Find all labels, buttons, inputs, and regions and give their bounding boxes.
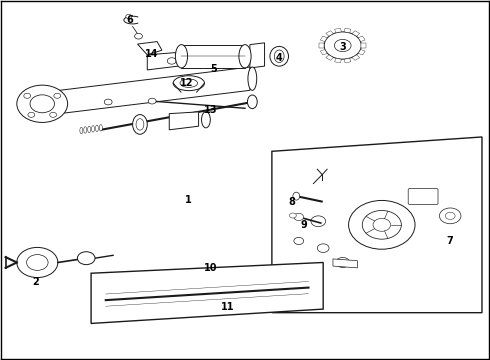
Polygon shape bbox=[45, 67, 250, 116]
Text: 14: 14 bbox=[146, 49, 159, 59]
Ellipse shape bbox=[173, 76, 204, 91]
Circle shape bbox=[362, 211, 401, 239]
Circle shape bbox=[148, 98, 156, 104]
Ellipse shape bbox=[247, 95, 257, 109]
Polygon shape bbox=[361, 43, 366, 48]
Polygon shape bbox=[344, 28, 351, 33]
Text: 11: 11 bbox=[221, 302, 235, 312]
Text: 2: 2 bbox=[32, 277, 39, 287]
Ellipse shape bbox=[96, 125, 98, 132]
Circle shape bbox=[290, 213, 296, 218]
Polygon shape bbox=[335, 58, 342, 63]
Polygon shape bbox=[326, 31, 333, 36]
Polygon shape bbox=[91, 262, 323, 323]
Circle shape bbox=[324, 32, 361, 59]
Circle shape bbox=[167, 58, 176, 64]
Circle shape bbox=[26, 255, 48, 270]
Text: 13: 13 bbox=[204, 105, 218, 115]
Ellipse shape bbox=[175, 45, 188, 68]
Text: 8: 8 bbox=[288, 197, 295, 207]
FancyBboxPatch shape bbox=[408, 189, 438, 204]
Circle shape bbox=[373, 219, 391, 231]
Polygon shape bbox=[326, 55, 333, 60]
Ellipse shape bbox=[133, 114, 147, 134]
Circle shape bbox=[311, 216, 326, 226]
Polygon shape bbox=[169, 112, 198, 130]
Text: 3: 3 bbox=[340, 42, 346, 52]
Polygon shape bbox=[147, 50, 206, 70]
Circle shape bbox=[28, 112, 35, 117]
Ellipse shape bbox=[84, 127, 87, 133]
Circle shape bbox=[17, 247, 58, 278]
Circle shape bbox=[334, 39, 351, 51]
Text: 4: 4 bbox=[276, 53, 283, 63]
Polygon shape bbox=[352, 55, 360, 60]
Polygon shape bbox=[138, 41, 162, 55]
Circle shape bbox=[54, 93, 61, 98]
Ellipse shape bbox=[248, 67, 257, 90]
Ellipse shape bbox=[99, 125, 102, 131]
Text: 7: 7 bbox=[447, 236, 454, 246]
Polygon shape bbox=[358, 36, 365, 41]
Polygon shape bbox=[320, 49, 327, 55]
Circle shape bbox=[294, 213, 304, 221]
Polygon shape bbox=[181, 45, 245, 68]
Circle shape bbox=[318, 244, 329, 252]
Ellipse shape bbox=[270, 46, 289, 66]
Ellipse shape bbox=[88, 126, 91, 133]
Polygon shape bbox=[358, 49, 365, 55]
Circle shape bbox=[17, 85, 68, 122]
Text: 10: 10 bbox=[204, 263, 218, 273]
Circle shape bbox=[104, 99, 112, 105]
Ellipse shape bbox=[293, 192, 300, 200]
Polygon shape bbox=[250, 43, 265, 68]
Polygon shape bbox=[319, 43, 324, 48]
Text: 9: 9 bbox=[300, 220, 307, 230]
Ellipse shape bbox=[92, 126, 95, 132]
Circle shape bbox=[336, 257, 349, 267]
Ellipse shape bbox=[180, 79, 197, 87]
Circle shape bbox=[135, 33, 143, 39]
Circle shape bbox=[440, 208, 461, 224]
Polygon shape bbox=[320, 36, 327, 41]
Circle shape bbox=[126, 14, 132, 19]
Circle shape bbox=[77, 252, 95, 265]
Text: 12: 12 bbox=[180, 78, 193, 88]
Polygon shape bbox=[352, 31, 360, 36]
Text: 1: 1 bbox=[185, 195, 192, 205]
Circle shape bbox=[294, 237, 304, 244]
Circle shape bbox=[348, 201, 415, 249]
Circle shape bbox=[445, 212, 455, 220]
Polygon shape bbox=[272, 137, 482, 313]
Ellipse shape bbox=[136, 119, 144, 130]
Circle shape bbox=[49, 112, 56, 117]
Circle shape bbox=[24, 93, 31, 98]
Circle shape bbox=[30, 95, 54, 113]
Polygon shape bbox=[333, 259, 357, 268]
Ellipse shape bbox=[274, 50, 284, 63]
Polygon shape bbox=[335, 28, 342, 33]
Polygon shape bbox=[344, 58, 351, 63]
Text: 6: 6 bbox=[127, 15, 134, 26]
Ellipse shape bbox=[80, 127, 83, 134]
Ellipse shape bbox=[201, 112, 210, 128]
Text: 5: 5 bbox=[210, 64, 217, 74]
Ellipse shape bbox=[239, 45, 251, 68]
